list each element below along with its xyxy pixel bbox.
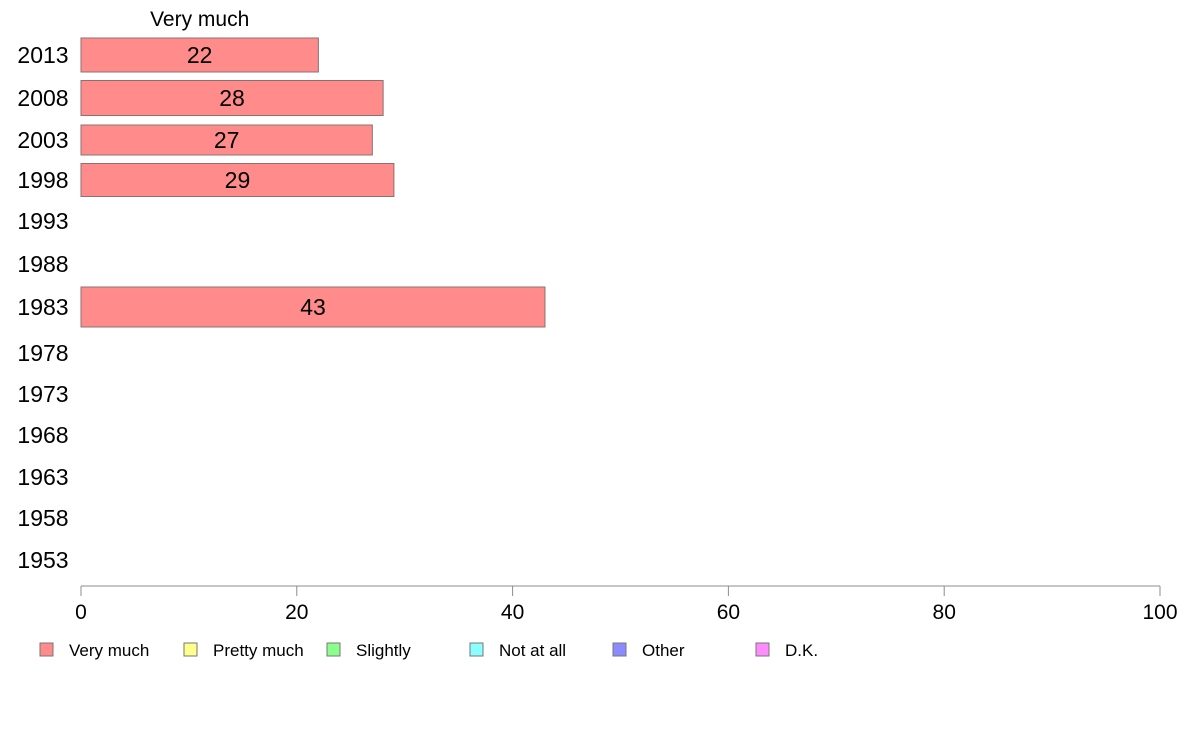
legend-swatch bbox=[326, 642, 341, 657]
legend-label: D.K. bbox=[785, 641, 818, 660]
bar-value-label: 29 bbox=[225, 167, 251, 193]
bar-segment bbox=[80, 163, 395, 197]
year-label: 1963 bbox=[17, 464, 68, 490]
bar-segment bbox=[80, 80, 384, 116]
year-label: 2003 bbox=[17, 127, 68, 153]
legend-label: Slightly bbox=[356, 641, 411, 660]
bar-value-label: 28 bbox=[219, 85, 245, 111]
year-label: 1958 bbox=[17, 505, 68, 531]
bar-value-label: 22 bbox=[187, 42, 213, 68]
year-label: 1983 bbox=[17, 294, 68, 320]
year-label: 1968 bbox=[17, 422, 68, 448]
segment-header: Very much bbox=[150, 8, 249, 31]
year-label: 2013 bbox=[17, 42, 68, 68]
year-label: 1998 bbox=[17, 167, 68, 193]
legend: Very much Pretty much Slightly Not at all Ot… bbox=[39, 641, 818, 660]
bar-value-label: 27 bbox=[214, 127, 240, 153]
x-tick-label: 40 bbox=[501, 601, 524, 624]
year-label: 2008 bbox=[17, 85, 68, 111]
year-label: 1988 bbox=[17, 251, 68, 277]
x-tick-label: 0 bbox=[75, 601, 87, 624]
legend-swatch bbox=[469, 642, 484, 657]
x-tick-label: 60 bbox=[717, 601, 740, 624]
bar-segment bbox=[80, 286, 546, 328]
year-label: 1973 bbox=[17, 381, 68, 407]
x-tick-label: 20 bbox=[285, 601, 308, 624]
x-tick-label: 80 bbox=[933, 601, 956, 624]
year-label: 1993 bbox=[17, 208, 68, 234]
legend-swatch bbox=[755, 642, 770, 657]
year-labels: 2013 2008 2003 1998 1993 1988 1983 1978 1973 1968… bbox=[17, 42, 68, 573]
year-label: 1978 bbox=[17, 340, 68, 366]
bar-value-label: 43 bbox=[300, 294, 326, 320]
x-axis: 0 20 40 60 80 100 bbox=[75, 585, 1178, 624]
x-tick-label: 100 bbox=[1142, 601, 1177, 624]
bar-segment bbox=[80, 124, 373, 156]
legend-label: Pretty much bbox=[213, 641, 304, 660]
legend-swatch bbox=[39, 642, 54, 657]
legend-swatch bbox=[183, 642, 198, 657]
legend-label: Other bbox=[642, 641, 685, 660]
year-label: 1953 bbox=[17, 547, 68, 573]
legend-label: Not at all bbox=[499, 641, 566, 660]
legend-swatch bbox=[612, 642, 627, 657]
legend-label: Very much bbox=[69, 641, 149, 660]
bar-segment bbox=[80, 37, 319, 73]
